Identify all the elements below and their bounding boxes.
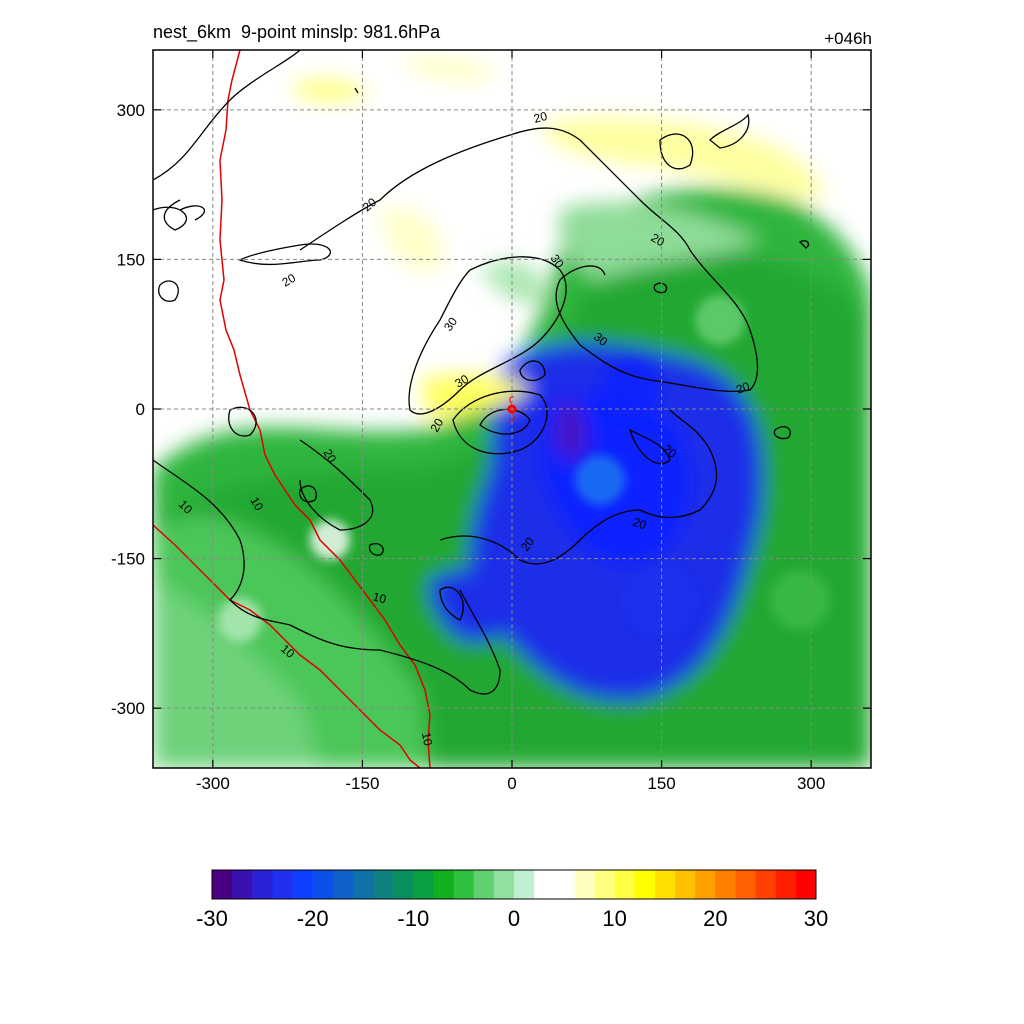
colorbar-tick-label: -30	[196, 906, 228, 931]
contour-label: 20	[280, 271, 299, 290]
x-tick-label: -150	[345, 774, 379, 793]
contour-label: 20	[532, 109, 549, 126]
contour-label: 20	[734, 379, 752, 397]
y-tick-label: -150	[111, 550, 145, 569]
colorbar-swatch	[453, 870, 475, 899]
y-tick-label: 150	[117, 250, 145, 269]
map-title: nest_6km 9-point minslp: 981.6hPa	[153, 22, 441, 42]
y-tick-label: 300	[117, 101, 145, 120]
x-tick-label: -300	[196, 774, 230, 793]
contour-label: 20	[631, 515, 649, 533]
colorbar-swatch	[755, 870, 777, 899]
colorbar	[211, 869, 817, 900]
colorbar-swatch	[433, 870, 455, 899]
red-boundary-lines	[153, 50, 431, 768]
colorbar-swatch	[715, 870, 736, 899]
forecast-hour-label: +046h	[824, 29, 872, 48]
colorbar-swatch	[413, 870, 434, 899]
y-axis: 300 150 0 -150 -300	[111, 101, 871, 718]
colorbar-swatch	[292, 870, 314, 899]
colorbar-swatch	[473, 870, 495, 899]
colorbar-swatch	[574, 870, 596, 899]
colorbar-tick-label: 10	[602, 906, 626, 931]
y-tick-label: -300	[111, 699, 145, 718]
contour-label: 10	[247, 495, 266, 514]
colorbar-tick-label: -10	[397, 906, 429, 931]
x-axis: -300 -150 0 150 300	[196, 50, 825, 793]
colorbar-swatch	[654, 870, 676, 899]
colorbar-swatch	[634, 870, 656, 899]
colorbar-swatch	[312, 870, 334, 899]
colorbar-swatch	[695, 870, 716, 899]
x-tick-label: 0	[507, 774, 516, 793]
colorbar-tick-label: 0	[508, 906, 520, 931]
x-tick-label: 300	[797, 774, 825, 793]
colorbar-swatch	[212, 870, 233, 899]
grid-lines	[153, 50, 871, 768]
contour-label: 10	[419, 731, 435, 747]
colorbar-swatch	[775, 870, 797, 899]
colorbar-swatch	[675, 870, 696, 899]
colorbar-swatch	[594, 870, 616, 899]
contour-label: 30	[453, 372, 472, 391]
contour-label: 20	[427, 416, 446, 435]
colorbar-swatch	[534, 870, 555, 899]
colorbar-swatch	[393, 870, 414, 899]
black-contours	[153, 50, 810, 695]
colorbar-swatch	[493, 870, 515, 899]
colorbar-frame	[211, 869, 817, 900]
colorbar-swatch	[252, 870, 273, 899]
contour-labels: 20 20 20 20 20 20 20 20 30 30 30 30 20 1…	[176, 109, 752, 661]
colorbar-swatch	[232, 870, 253, 899]
colorbar-ticks: -30 -20 -10 0 10 20 30	[196, 906, 828, 931]
colorbar-swatch	[272, 870, 294, 899]
colorbar-tick-label: 30	[804, 906, 828, 931]
colorbar-swatch	[332, 870, 354, 899]
colorbar-swatch	[373, 870, 394, 899]
contour-label: 20	[649, 230, 668, 249]
colorbar-swatch	[795, 870, 817, 899]
colorbar-swatch	[614, 870, 636, 899]
y-tick-label: 0	[136, 400, 145, 419]
contour-label: 10	[371, 589, 388, 606]
colorbar-swatch	[352, 870, 374, 899]
colorbar-swatch	[514, 870, 535, 899]
contour-label: 20	[320, 447, 339, 466]
colorbar-swatch	[735, 870, 757, 899]
colorbar-tick-label: 20	[703, 906, 727, 931]
colorbar-swatch	[554, 870, 575, 899]
x-tick-label: 150	[647, 774, 675, 793]
colorbar-tick-label: -20	[297, 906, 329, 931]
